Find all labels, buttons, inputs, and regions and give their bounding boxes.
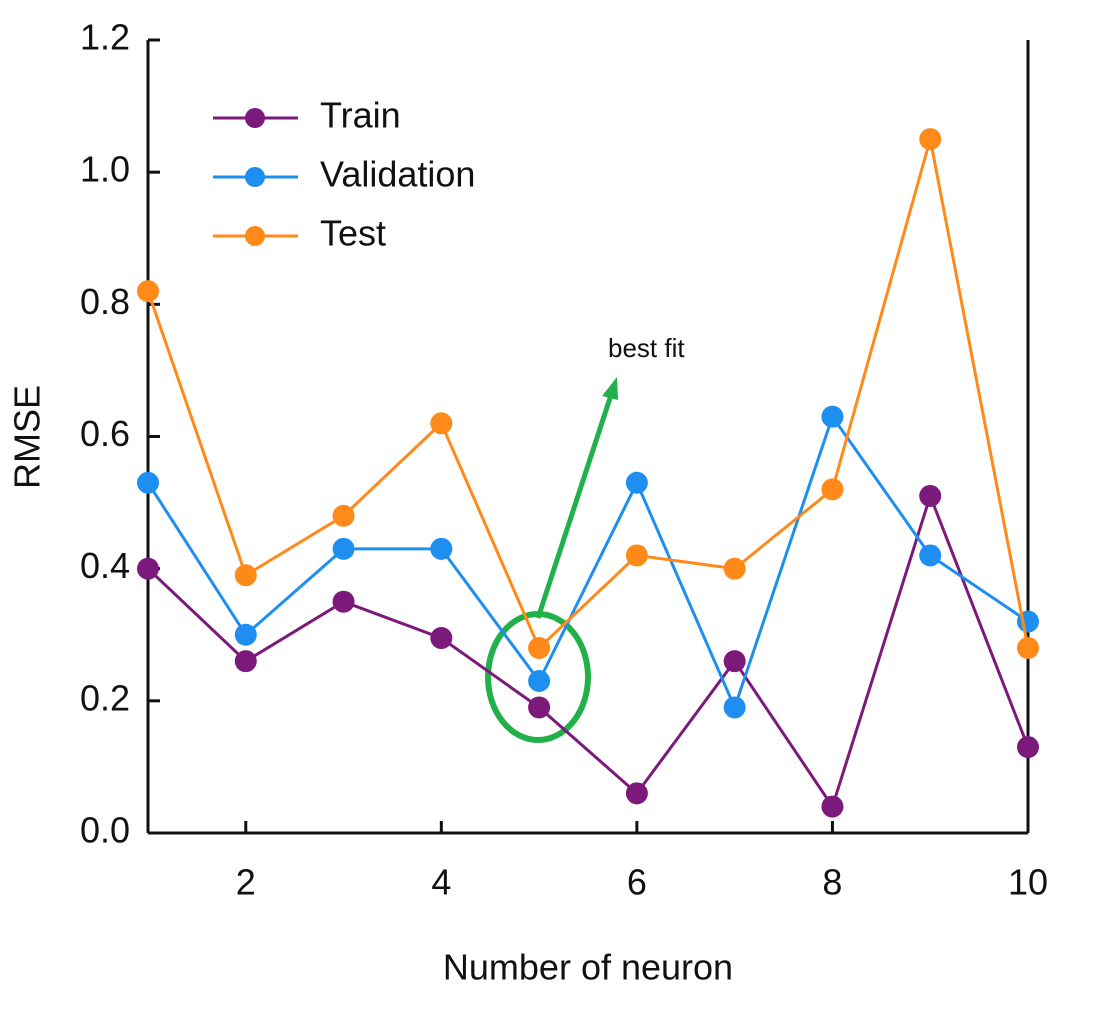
x-tick-label: 6 <box>627 862 647 903</box>
y-tick-label: 0.8 <box>80 281 130 322</box>
marker <box>430 627 453 650</box>
marker <box>137 280 159 303</box>
marker <box>528 636 551 659</box>
x-tick-label: 2 <box>236 862 256 903</box>
series-line <box>146 138 1030 651</box>
marker <box>919 484 942 507</box>
marker <box>821 478 844 501</box>
marker <box>430 412 453 435</box>
x-tick-label: 8 <box>822 862 842 903</box>
marker <box>1017 736 1039 759</box>
marker <box>723 696 746 719</box>
legend-label: Train <box>320 95 401 136</box>
legend-marker <box>245 226 265 246</box>
marker <box>234 623 257 646</box>
marker <box>821 405 844 428</box>
arrow-head <box>602 377 618 400</box>
marker <box>137 471 159 494</box>
y-axis-label: RMSE <box>7 385 48 489</box>
x-axis-label: Number of neuron <box>443 947 733 988</box>
marker <box>919 128 942 151</box>
legend-marker <box>245 108 265 128</box>
marker <box>332 590 355 613</box>
legend-label: Validation <box>320 154 475 195</box>
marker <box>625 544 648 567</box>
series-line <box>146 491 1030 810</box>
marker <box>625 471 648 494</box>
y-tick-label: 0.0 <box>80 810 130 851</box>
legend-label: Test <box>320 213 386 254</box>
series-line <box>146 413 1029 712</box>
marker <box>332 537 355 560</box>
marker <box>234 650 257 673</box>
marker <box>625 782 648 805</box>
legend-marker <box>245 167 265 187</box>
marker <box>430 537 453 560</box>
annotation-arrow <box>535 391 615 619</box>
x-tick-label: 10 <box>1008 862 1048 903</box>
marker <box>137 557 159 580</box>
y-tick-label: 1.2 <box>80 17 130 58</box>
marker <box>234 564 257 587</box>
marker <box>528 696 551 719</box>
x-tick-label: 4 <box>431 862 451 903</box>
annotation: best fit <box>608 333 685 363</box>
marker <box>723 650 746 673</box>
y-tick-label: 0.6 <box>80 413 130 454</box>
marker <box>528 670 551 693</box>
y-tick-label: 1.0 <box>80 149 130 190</box>
marker <box>1017 636 1039 659</box>
y-tick-label: 0.2 <box>80 677 130 718</box>
y-tick-label: 0.4 <box>80 545 130 586</box>
marker <box>332 504 355 527</box>
marker <box>821 795 844 818</box>
marker <box>723 557 746 580</box>
marker <box>919 544 942 567</box>
